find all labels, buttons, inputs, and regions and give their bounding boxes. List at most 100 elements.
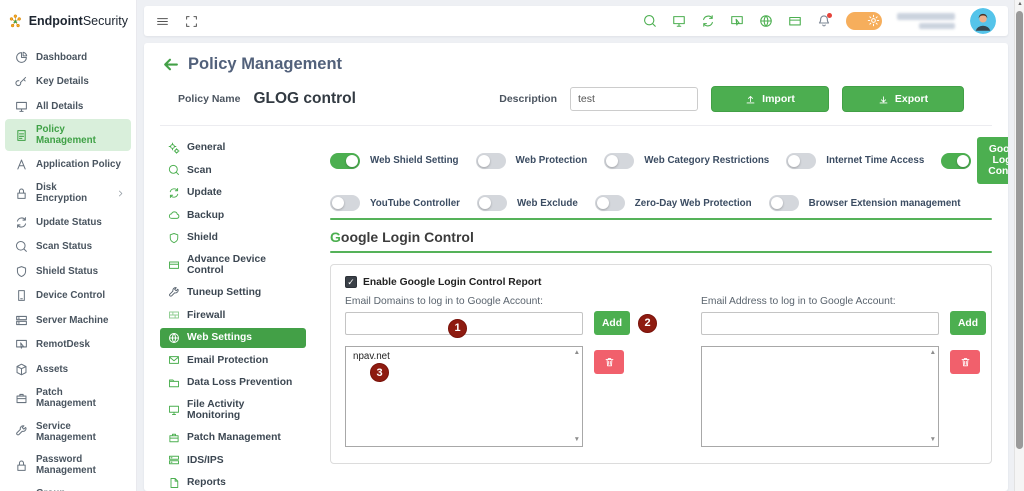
page-scrollbar[interactable]: ▲ — [1014, 0, 1024, 491]
page-title: Policy Management — [188, 55, 343, 73]
sidebar-item-group-management[interactable]: Group Management — [5, 483, 131, 491]
license-card-icon[interactable] — [788, 14, 802, 28]
letter-a-icon — [15, 158, 28, 171]
settings-tab-update[interactable]: Update — [160, 183, 306, 203]
settings-tab-web-settings[interactable]: Web Settings — [160, 327, 306, 348]
remote-desktop-icon[interactable] — [730, 14, 744, 28]
email-domains-label: Email Domains to log in to Google Accoun… — [345, 296, 544, 307]
sidebar-item-assets[interactable]: Assets — [5, 358, 131, 381]
brand-logo[interactable]: EndpointSecurity — [0, 0, 136, 40]
settings-tab-backup[interactable]: Backup — [160, 205, 306, 225]
scroll-down-arrow[interactable]: ▼ — [573, 435, 580, 443]
scrollbar-thumb[interactable] — [1016, 11, 1023, 449]
sidebar-item-disk-encryption[interactable]: Disk Encryption — [5, 177, 131, 209]
folder-icon — [168, 377, 180, 389]
web-exclude-toggle[interactable] — [476, 195, 507, 211]
theme-toggle[interactable] — [846, 12, 882, 30]
brand-name: EndpointSecurity — [28, 13, 128, 28]
enable-report-checkbox[interactable]: ✓ — [345, 276, 357, 288]
browser-extension-management-toggle[interactable] — [768, 195, 799, 211]
scroll-down-arrow[interactable]: ▼ — [929, 435, 936, 443]
wrench-icon — [168, 286, 180, 299]
description-input[interactable] — [570, 87, 698, 111]
notifications-bell-icon[interactable] — [817, 13, 832, 28]
web-protection-toggle[interactable] — [475, 152, 506, 169]
sidebar-item-key-details[interactable]: Key Details — [5, 70, 131, 93]
sidebar-item-scan-status[interactable]: Scan Status — [5, 235, 131, 258]
sidebar-item-password-management[interactable]: Password Management — [5, 449, 131, 481]
delete-domain-button[interactable] — [594, 350, 624, 374]
google-login-control-button[interactable]: Google Login Control — [977, 137, 1008, 184]
fullscreen-icon[interactable] — [185, 15, 198, 28]
cloud-backup-icon — [168, 209, 180, 221]
email-address-input[interactable] — [701, 311, 939, 335]
back-arrow-icon[interactable] — [162, 56, 179, 73]
zero-day-web-protection-toggle[interactable] — [594, 195, 625, 211]
settings-tab-shield[interactable]: Shield — [160, 228, 306, 248]
key-icon — [15, 75, 28, 88]
patch-icon — [168, 432, 180, 444]
enable-report-label: Enable Google Login Control Report — [363, 276, 542, 288]
scroll-up-arrow[interactable]: ▲ — [573, 349, 580, 356]
email-domains-column: Email Domains to log in to Google Accoun… — [345, 296, 657, 447]
sidebar-item-service-management[interactable]: Service Management — [5, 416, 131, 448]
settings-tab-general[interactable]: General — [160, 138, 306, 158]
settings-tab-scan[interactable]: Scan — [160, 160, 306, 180]
device-icon — [15, 289, 28, 302]
google-login-control-heading: Google Login Control — [330, 229, 474, 245]
scroll-up-arrow[interactable]: ▲ — [929, 349, 936, 356]
shield-icon — [15, 265, 28, 278]
settings-tab-advance-device-control[interactable]: Advance Device Control — [160, 250, 306, 280]
sidebar-item-policy-management[interactable]: Policy Management — [5, 119, 131, 151]
file-monitor-icon — [168, 404, 180, 416]
add-email-button[interactable]: Add — [950, 311, 986, 335]
settings-tab-data-loss-prevention[interactable]: Data Loss Prevention — [160, 373, 306, 393]
search-icon[interactable] — [643, 14, 657, 28]
hamburger-menu-icon[interactable] — [156, 15, 169, 28]
sidebar-item-dashboard[interactable]: Dashboard — [5, 46, 131, 69]
wrench-icon — [15, 425, 28, 438]
settings-tab-patch-management[interactable]: Patch Management — [160, 428, 306, 448]
web-shield-setting-toggle[interactable] — [330, 152, 360, 169]
annotation-badge-3: 3 — [370, 363, 389, 382]
sidebar-item-server-machine[interactable]: Server Machine — [5, 309, 131, 332]
scrollbar-up-arrow[interactable]: ▲ — [1017, 1, 1023, 7]
domain-list-item[interactable]: npav.net — [353, 351, 390, 362]
settings-body: General Scan Update Backup Shield Advanc… — [160, 126, 1008, 491]
sidebar-item-all-details[interactable]: All Details — [5, 95, 131, 118]
sidebar-item-remotdesk[interactable]: RemotDesk — [5, 333, 131, 356]
settings-tab-file-activity-monitoring[interactable]: File Activity Monitoring — [160, 395, 306, 425]
globe-icon[interactable] — [759, 14, 773, 28]
patch-icon — [15, 392, 28, 405]
export-button[interactable]: Export — [842, 86, 964, 112]
monitor-icon[interactable] — [672, 14, 686, 28]
trash-icon — [960, 356, 971, 368]
web-settings-panel: Web Shield Setting Web Protection Web Ca… — [312, 126, 1008, 491]
sidebar-item-application-policy[interactable]: Application Policy — [5, 153, 131, 176]
add-domain-button[interactable]: Add — [594, 311, 630, 335]
divider-green-under-heading — [330, 251, 992, 253]
sidebar-item-update-status[interactable]: Update Status — [5, 211, 131, 234]
settings-tab-firewall[interactable]: Firewall — [160, 305, 306, 325]
sidebar-item-device-control[interactable]: Device Control — [5, 284, 131, 307]
user-avatar[interactable] — [970, 8, 996, 34]
policy-header-row: Policy Name GLOG control Description Imp… — [160, 83, 992, 126]
sidebar-item-shield-status[interactable]: Shield Status — [5, 260, 131, 283]
settings-tab-email-protection[interactable]: Email Protection — [160, 350, 306, 370]
refresh-icon[interactable] — [701, 14, 715, 28]
settings-tab-tuneup-setting[interactable]: Tuneup Setting — [160, 283, 306, 303]
document-icon — [15, 129, 28, 142]
web-category-restrictions-toggle[interactable] — [604, 152, 635, 169]
import-button[interactable]: Import — [711, 86, 829, 112]
internet-time-access-toggle[interactable] — [786, 152, 817, 169]
google-login-control-toggle[interactable] — [941, 152, 972, 169]
settings-tab-reports[interactable]: Reports — [160, 473, 306, 491]
delete-email-button[interactable] — [950, 350, 980, 374]
youtube-controller-toggle[interactable] — [330, 195, 360, 211]
email-listbox[interactable]: ▲ ▼ — [701, 346, 939, 447]
settings-tab-ids-ips[interactable]: IDS/IPS — [160, 450, 306, 470]
domain-listbox[interactable]: npav.net 3 ▲ ▼ — [345, 346, 583, 447]
upload-icon — [745, 94, 756, 105]
sidebar-item-patch-management[interactable]: Patch Management — [5, 382, 131, 414]
